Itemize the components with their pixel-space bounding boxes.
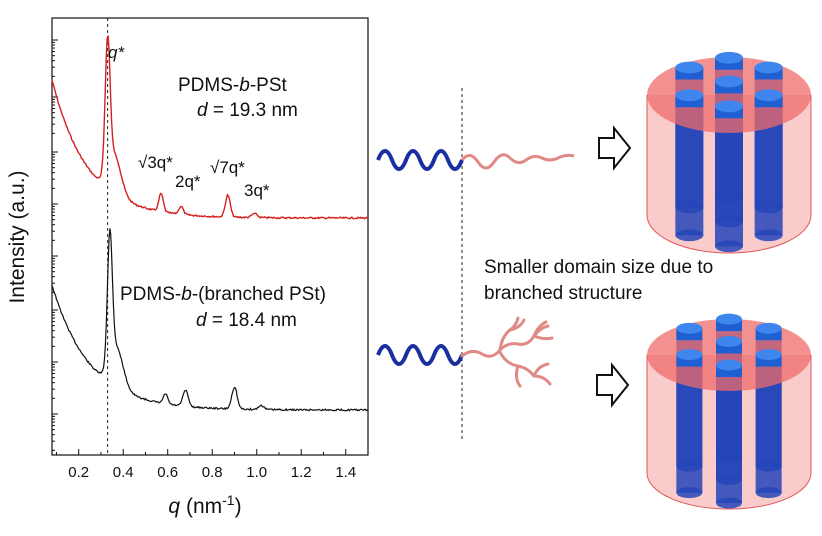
note-line-1: Smaller domain size due to — [484, 257, 713, 278]
cylinder-top — [754, 61, 783, 74]
pdms-block-linear — [376, 149, 464, 171]
series-1-d: d = 19.3 nm — [197, 100, 298, 121]
inner-cylinder — [716, 377, 742, 504]
cylinder-top — [716, 313, 742, 325]
x-tick-labels: 0.2 0.4 0.6 0.8 1.0 1.2 1.4 — [68, 464, 356, 481]
cylinder-morphology-branched — [646, 313, 812, 510]
peak-label-sqrt3: √3q* — [138, 153, 173, 172]
inner-cylinder-base — [755, 487, 782, 499]
cylinder-top — [715, 51, 743, 64]
series-2-d: d = 18.4 nm — [196, 310, 297, 331]
peak-label-2q: 2q* — [175, 172, 201, 191]
cylinder-top — [676, 349, 703, 361]
cylinder-top — [715, 100, 743, 113]
x-tick-label: 0.8 — [202, 464, 223, 481]
cylinder-top — [676, 322, 703, 334]
cylinder-top — [715, 75, 743, 88]
x-axis-label: q (nm-1) — [168, 492, 241, 518]
inner-cylinder-base — [716, 497, 742, 509]
peak-label-q: q* — [108, 43, 125, 62]
x-tick-label: 1.0 — [246, 464, 267, 481]
cylinder-top — [675, 61, 704, 74]
x-tick-label: 1.4 — [335, 464, 356, 481]
series-2-name: PDMS-b-(branched PSt) — [120, 284, 326, 305]
x-axis-var: q — [168, 495, 180, 518]
inner-cylinder — [715, 118, 743, 247]
x-axis-close: ) — [235, 495, 242, 518]
inner-cylinder-base — [676, 487, 703, 499]
pst-block-branched — [460, 316, 554, 388]
y-axis-label: Intensity (a.u.) — [6, 170, 29, 303]
cylinder-top — [754, 89, 783, 102]
arrow-right-icon — [598, 125, 632, 171]
arrow-right-icon — [596, 362, 630, 408]
note-line-2: branched structure — [484, 283, 642, 304]
inner-cylinder-base — [675, 229, 704, 242]
axis-ticks — [52, 39, 369, 455]
peak-label-3q: 3q* — [244, 181, 270, 200]
x-axis-exp: -1 — [222, 492, 235, 508]
cylinder-top — [716, 359, 742, 371]
inner-cylinder-base — [715, 240, 743, 253]
cylinder-top — [716, 336, 742, 347]
cylinder-top — [755, 349, 782, 361]
matrix-outline — [646, 355, 812, 510]
matrix-outline — [646, 95, 812, 254]
x-tick-label: 0.2 — [68, 464, 89, 481]
plot-frame — [51, 17, 369, 456]
x-tick-label: 1.2 — [291, 464, 312, 481]
x-axis-unit: (nm — [186, 495, 222, 518]
series-red-curve — [51, 35, 368, 220]
cylinder-morphology-linear — [646, 51, 812, 254]
pdms-block-branched — [376, 344, 464, 366]
cylinder-top — [755, 322, 782, 334]
cylinder-top — [675, 89, 704, 102]
peak-label-sqrt7: √7q* — [210, 158, 245, 177]
series-black-curve — [51, 228, 369, 412]
series-1-name: PDMS-b-PSt — [178, 75, 287, 96]
pst-block-linear — [460, 153, 575, 170]
x-tick-label: 0.4 — [113, 464, 134, 481]
x-tick-label: 0.6 — [157, 464, 178, 481]
inner-cylinder-base — [754, 229, 783, 242]
